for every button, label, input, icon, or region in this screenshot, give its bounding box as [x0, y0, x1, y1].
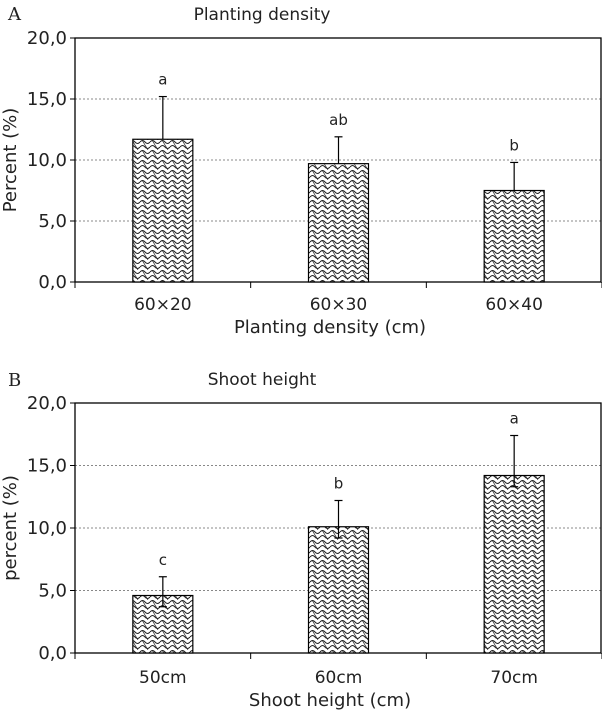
- chart-title: Shoot height: [208, 370, 317, 390]
- x-tick-label: 70cm: [490, 668, 538, 688]
- y-tick-label: 20,0: [27, 393, 67, 414]
- bar: [132, 594, 194, 654]
- bar: [307, 526, 370, 654]
- x-tick-label: 60×30: [310, 295, 368, 315]
- y-tick-label: 20,0: [27, 28, 67, 49]
- significance-label: a: [510, 410, 519, 428]
- x-tick-label: 60×40: [485, 295, 543, 315]
- panel-label: A: [7, 4, 22, 25]
- y-tick-label: 15,0: [27, 456, 67, 477]
- bar: [483, 474, 545, 654]
- bar: [307, 163, 370, 283]
- panel-label: B: [8, 370, 21, 391]
- significance-label: a: [158, 71, 167, 89]
- x-axis-label: Shoot height (cm): [249, 690, 411, 711]
- bar: [483, 189, 545, 283]
- significance-label: c: [159, 551, 167, 569]
- y-tick-label: 5,0: [38, 581, 67, 602]
- y-tick-label: 10,0: [27, 518, 67, 539]
- x-tick-label: 60×20: [134, 295, 192, 315]
- y-axis-label: percent (%): [0, 475, 21, 581]
- chart-b: B Shoot height 0,0 5,0 10,0 15,0 20,0 c 50cm b 60c…: [0, 370, 602, 711]
- significance-label: ab: [329, 111, 348, 129]
- x-tick-label: 50cm: [139, 668, 187, 688]
- y-tick-label: 0,0: [38, 272, 67, 293]
- x-axis-label: Planting density (cm): [234, 317, 426, 338]
- y-axis-label: Percent (%): [0, 108, 21, 213]
- x-tick-label: 60cm: [315, 668, 363, 688]
- significance-label: b: [334, 475, 344, 493]
- y-tick-label: 0,0: [38, 643, 67, 664]
- chart-title: Planting density: [194, 5, 331, 25]
- y-tick-label: 5,0: [38, 211, 67, 232]
- significance-label: b: [509, 136, 519, 154]
- y-tick-label: 15,0: [27, 89, 67, 110]
- bar: [132, 138, 194, 283]
- chart-a: A Planting density 0,0 5,0 10,0 15,0 20,0 a 60×2…: [0, 4, 602, 338]
- y-tick-label: 10,0: [27, 150, 67, 171]
